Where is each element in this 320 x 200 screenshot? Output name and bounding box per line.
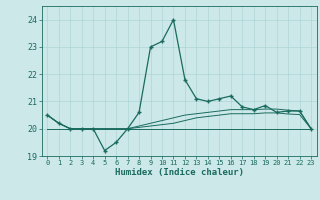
X-axis label: Humidex (Indice chaleur): Humidex (Indice chaleur)	[115, 168, 244, 177]
